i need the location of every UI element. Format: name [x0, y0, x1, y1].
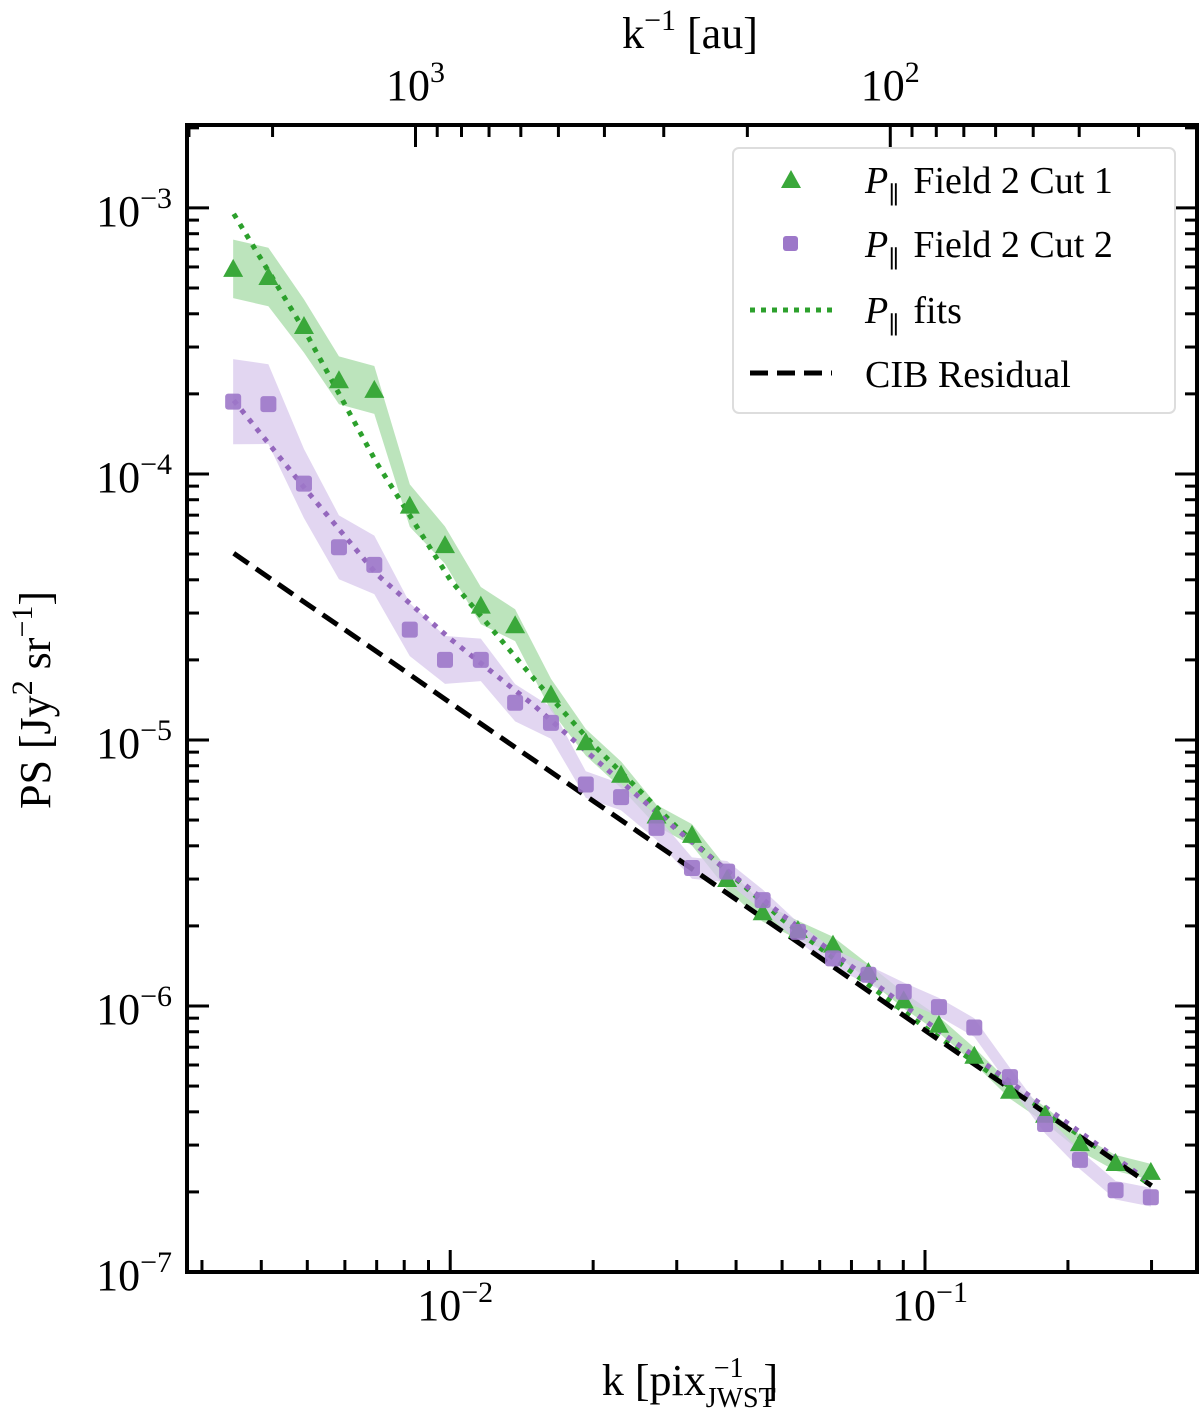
data-point-cut2: [683, 860, 700, 877]
data-point-cut1: [646, 805, 667, 824]
error-bands: [233, 239, 1151, 1207]
tick-labels: 10−2 10−1 10−3 10−4 10−5 10−6 10−7 103 102: [96, 56, 968, 1330]
legend-marker-cut2: [783, 236, 798, 251]
data-point-cut2: [507, 694, 524, 711]
error-band-series-1: [233, 239, 1151, 1180]
data-point-cut1: [681, 824, 702, 843]
y-tick-label: 10−5: [96, 714, 172, 768]
legend-marker-cut1: [781, 170, 801, 188]
data-point-cut2: [966, 1019, 983, 1036]
data-point-cut1: [470, 595, 491, 614]
data-point-cut2: [1071, 1151, 1088, 1168]
data-point-cut1: [258, 266, 279, 285]
x-tick-label: 10−2: [417, 1276, 493, 1330]
error-band-series-2: [233, 359, 1151, 1207]
data-point-cut2: [1142, 1189, 1159, 1206]
data-point-cut1: [964, 1045, 985, 1064]
legend-box: [732, 147, 1176, 414]
data-point-cut2: [930, 999, 947, 1016]
legend-label-cut1: P∥ Field 2 Cut 1: [864, 160, 1113, 209]
data-point-cut1: [505, 615, 526, 634]
data-point-cut2: [1107, 1182, 1124, 1199]
data-point-cut1: [399, 495, 420, 514]
data-point-cut1: [223, 258, 244, 277]
legend: P∥ Field 2 Cut 1 P∥ Field 2 Cut 2 P∥ fits C…: [732, 147, 1176, 414]
data-point-cut2: [648, 819, 665, 836]
fit-lines: [231, 212, 1153, 1188]
data-point-cut2: [613, 789, 630, 806]
data-point-cut2: [225, 393, 242, 410]
data-point-cut1: [611, 764, 632, 783]
data-point-cut2: [754, 892, 771, 909]
data-point-cut1: [752, 902, 773, 921]
x-axis-label: k [pixJWST−1]: [602, 1353, 778, 1412]
legend-label-fits: P∥ fits: [864, 290, 962, 339]
top-axis-label: k−1 [au]: [622, 4, 758, 58]
data-markers: [223, 258, 1161, 1206]
data-point-cut2: [789, 923, 806, 940]
data-point-cut1: [1069, 1133, 1090, 1152]
legend-label-cut2: P∥ Field 2 Cut 2: [864, 224, 1113, 273]
data-point-cut2: [472, 651, 489, 668]
data-point-cut1: [364, 379, 385, 398]
fit-line-2: [231, 398, 1153, 1186]
data-point-cut2: [1037, 1116, 1054, 1133]
data-point-cut2: [1001, 1069, 1018, 1086]
data-point-cut2: [401, 621, 418, 638]
data-point-cut2: [542, 714, 559, 731]
y-tick-label: 10−7: [96, 1246, 172, 1300]
plot-frame: [185, 123, 1199, 1274]
y-tick-label: 10−4: [96, 448, 172, 502]
data-point-cut2: [436, 651, 453, 668]
data-point-cut2: [577, 776, 594, 793]
legend-label-cib: CIB Residual: [865, 354, 1071, 396]
data-point-cut1: [1140, 1161, 1161, 1180]
data-point-cut1: [928, 1014, 949, 1033]
y-axis-label: PS [Jy2 sr−1]: [6, 591, 60, 809]
data-point-cut1: [328, 370, 349, 389]
data-point-cut1: [575, 732, 596, 751]
data-point-cut1: [540, 684, 561, 703]
x-tick-label: 10−1: [892, 1276, 968, 1330]
data-point-cut1: [822, 934, 843, 953]
data-point-cut2: [260, 396, 277, 413]
data-point-cut2: [295, 475, 312, 492]
data-point-cut2: [895, 983, 912, 1000]
data-point-cut2: [330, 539, 347, 556]
top-tick-label: 102: [861, 56, 920, 110]
y-tick-label: 10−6: [96, 980, 172, 1034]
data-point-cut1: [1105, 1152, 1126, 1171]
data-point-cut2: [366, 556, 383, 573]
data-point-cut1: [293, 315, 314, 334]
data-point-cut2: [719, 863, 736, 880]
data-point-cut1: [999, 1080, 1020, 1099]
data-point-cut1: [434, 535, 455, 554]
data-point-cut2: [860, 966, 877, 983]
data-point-cut2: [824, 950, 841, 967]
top-tick-label: 103: [386, 56, 445, 110]
y-tick-label: 10−3: [96, 182, 172, 236]
